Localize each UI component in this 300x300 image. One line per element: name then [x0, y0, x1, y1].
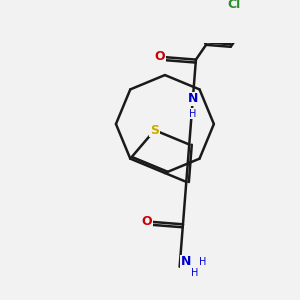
Text: N: N [188, 92, 198, 105]
Text: H: H [191, 268, 198, 278]
Text: O: O [142, 215, 152, 228]
Text: H: H [189, 109, 196, 119]
Text: H: H [200, 257, 207, 267]
Text: N: N [181, 255, 191, 268]
Text: O: O [154, 50, 165, 63]
Text: S: S [150, 124, 159, 137]
Text: Cl: Cl [227, 0, 241, 11]
